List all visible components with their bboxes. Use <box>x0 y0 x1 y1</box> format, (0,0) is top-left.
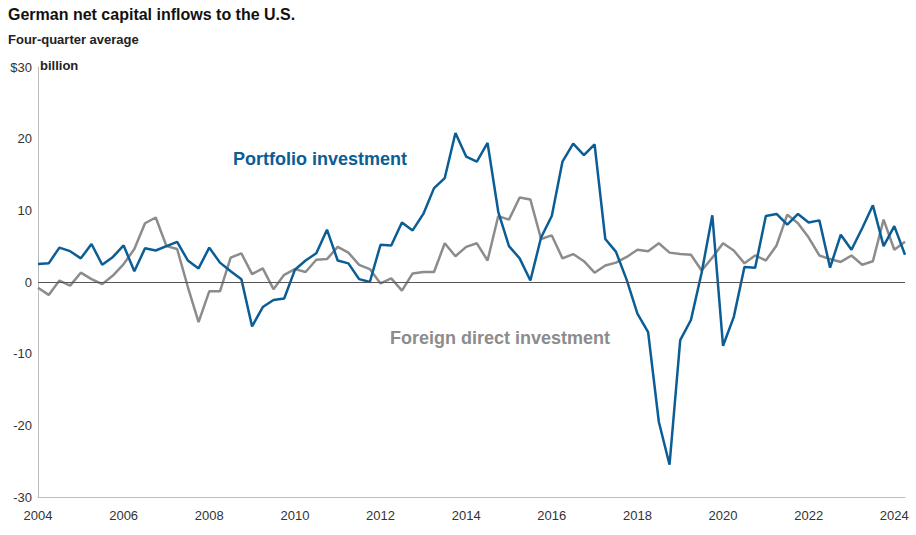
svg-text:2012: 2012 <box>366 508 395 523</box>
svg-text:2008: 2008 <box>195 508 224 523</box>
svg-text:2020: 2020 <box>709 508 738 523</box>
svg-text:German net capital inflows to: German net capital inflows to the U.S. <box>8 6 295 23</box>
svg-text:2022: 2022 <box>794 508 823 523</box>
svg-text:2010: 2010 <box>280 508 309 523</box>
svg-text:billion: billion <box>40 58 78 73</box>
svg-text:-20: -20 <box>13 418 32 433</box>
svg-text:2016: 2016 <box>537 508 566 523</box>
svg-text:Portfolio investment: Portfolio investment <box>233 149 407 169</box>
svg-text:2018: 2018 <box>623 508 652 523</box>
svg-text:$30: $30 <box>10 60 32 75</box>
svg-text:2014: 2014 <box>452 508 481 523</box>
svg-text:0: 0 <box>25 275 32 290</box>
svg-text:Foreign direct investment: Foreign direct investment <box>390 328 610 348</box>
svg-text:Four-quarter average: Four-quarter average <box>8 32 139 47</box>
svg-text:2006: 2006 <box>109 508 138 523</box>
svg-text:20: 20 <box>18 131 32 146</box>
svg-text:10: 10 <box>18 203 32 218</box>
svg-text:-10: -10 <box>13 346 32 361</box>
svg-text:2004: 2004 <box>24 508 53 523</box>
svg-text:-30: -30 <box>13 490 32 505</box>
svg-text:2024: 2024 <box>880 508 909 523</box>
